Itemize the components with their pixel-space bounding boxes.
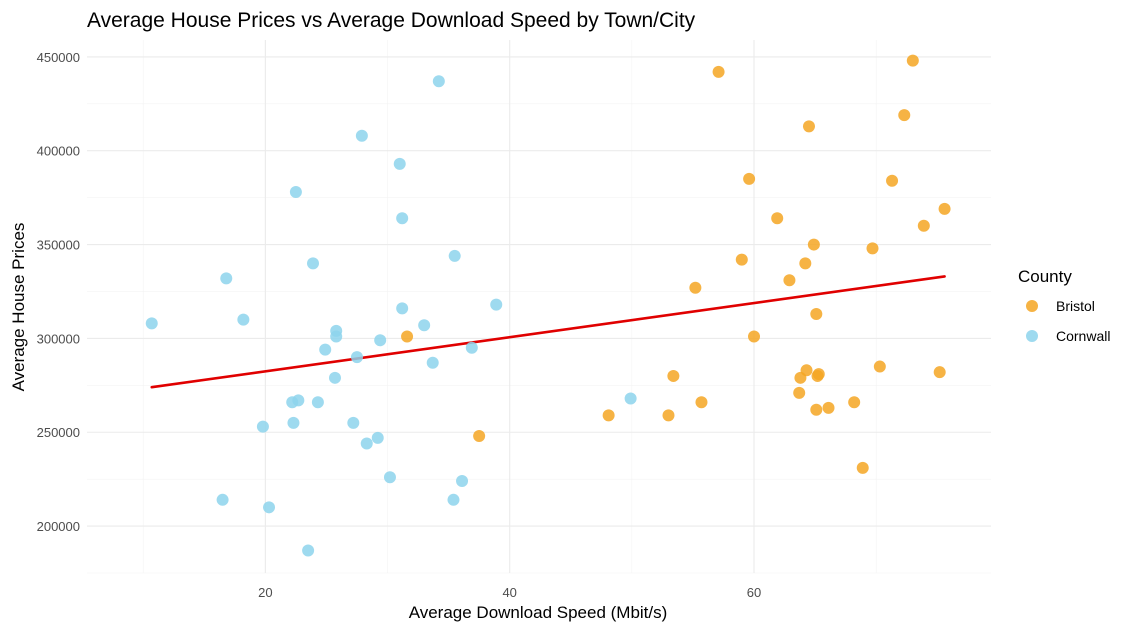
point-bristol: [695, 396, 708, 409]
point-bristol: [810, 403, 823, 416]
legend-marker-bristol: [1026, 300, 1038, 312]
point-cornwall: [490, 298, 503, 311]
point-cornwall: [145, 317, 158, 330]
point-cornwall: [447, 493, 460, 506]
point-bristol: [712, 65, 725, 78]
point-cornwall: [216, 493, 229, 506]
legend-label-bristol: Bristol: [1056, 298, 1095, 314]
point-bristol: [473, 429, 486, 442]
point-bristol: [866, 242, 879, 255]
legend-marker-cornwall: [1026, 330, 1038, 342]
point-cornwall: [465, 341, 478, 354]
point-cornwall: [396, 302, 409, 315]
point-bristol: [771, 212, 784, 225]
point-bristol: [938, 202, 951, 215]
point-bristol: [689, 281, 702, 294]
point-cornwall: [347, 416, 360, 429]
point-cornwall: [418, 319, 431, 332]
point-cornwall: [383, 471, 396, 484]
point-cornwall: [287, 416, 300, 429]
data-points: [145, 54, 951, 557]
point-cornwall: [371, 431, 384, 444]
legend: County Bristol Cornwall: [1018, 267, 1110, 344]
y-tick-label: 200000: [37, 519, 80, 534]
point-bristol: [898, 109, 911, 122]
x-axis-ticks: 20 40 60: [258, 585, 761, 600]
point-bristol: [667, 369, 680, 382]
point-bristol: [848, 396, 861, 409]
point-bristol: [662, 409, 675, 422]
legend-label-cornwall: Cornwall: [1056, 328, 1110, 344]
y-tick-label: 300000: [37, 331, 80, 346]
point-bristol: [886, 174, 899, 187]
point-bristol: [807, 238, 820, 251]
point-cornwall: [307, 257, 319, 270]
point-cornwall: [256, 420, 269, 433]
point-bristol: [802, 120, 815, 133]
y-tick-label: 250000: [37, 425, 80, 440]
point-cornwall: [289, 186, 302, 199]
point-cornwall: [330, 330, 343, 343]
point-bristol: [856, 461, 869, 474]
point-bristol: [917, 219, 930, 232]
point-cornwall: [311, 396, 324, 409]
point-bristol: [743, 172, 756, 185]
point-bristol: [933, 366, 946, 379]
point-cornwall: [426, 356, 439, 369]
point-bristol: [810, 308, 823, 321]
y-axis-ticks: 200000 250000 300000 350000 400000 450000: [37, 50, 80, 534]
point-bristol: [822, 401, 835, 414]
trend-line-group: [150, 275, 946, 389]
point-cornwall: [328, 371, 341, 384]
y-tick-label: 400000: [37, 144, 80, 159]
point-cornwall: [393, 157, 406, 170]
point-bristol: [793, 386, 806, 399]
point-bristol: [748, 330, 761, 343]
y-axis-title: Average House Prices: [9, 223, 28, 392]
point-bristol: [873, 360, 886, 373]
point-bristol: [794, 371, 807, 384]
trend-line: [150, 275, 946, 389]
point-cornwall: [456, 475, 469, 488]
chart-title: Average House Prices vs Average Download…: [87, 9, 696, 32]
point-cornwall: [237, 313, 250, 326]
legend-title: County: [1018, 267, 1072, 286]
point-bristol: [812, 368, 825, 381]
x-axis-title: Average Download Speed (Mbit/s): [409, 603, 668, 622]
point-cornwall: [302, 544, 315, 557]
point-cornwall: [220, 272, 233, 285]
x-tick-label: 40: [502, 585, 516, 600]
point-cornwall: [448, 249, 461, 262]
point-bristol: [602, 409, 615, 422]
point-cornwall: [286, 396, 299, 409]
point-cornwall: [624, 392, 637, 405]
point-bristol: [401, 330, 414, 343]
point-cornwall: [263, 501, 276, 514]
point-cornwall: [355, 129, 368, 142]
grid: [87, 40, 991, 574]
y-tick-label: 350000: [37, 238, 80, 253]
point-cornwall: [319, 343, 332, 356]
point-bristol: [735, 253, 748, 266]
y-tick-label: 450000: [37, 50, 80, 65]
point-cornwall: [374, 334, 387, 347]
point-bristol: [799, 257, 812, 270]
point-cornwall: [396, 212, 409, 225]
point-cornwall: [432, 75, 445, 88]
x-tick-label: 20: [258, 585, 272, 600]
point-bristol: [783, 274, 796, 287]
x-tick-label: 60: [747, 585, 761, 600]
point-cornwall: [350, 351, 363, 364]
point-cornwall: [360, 437, 373, 450]
point-bristol: [906, 54, 919, 67]
